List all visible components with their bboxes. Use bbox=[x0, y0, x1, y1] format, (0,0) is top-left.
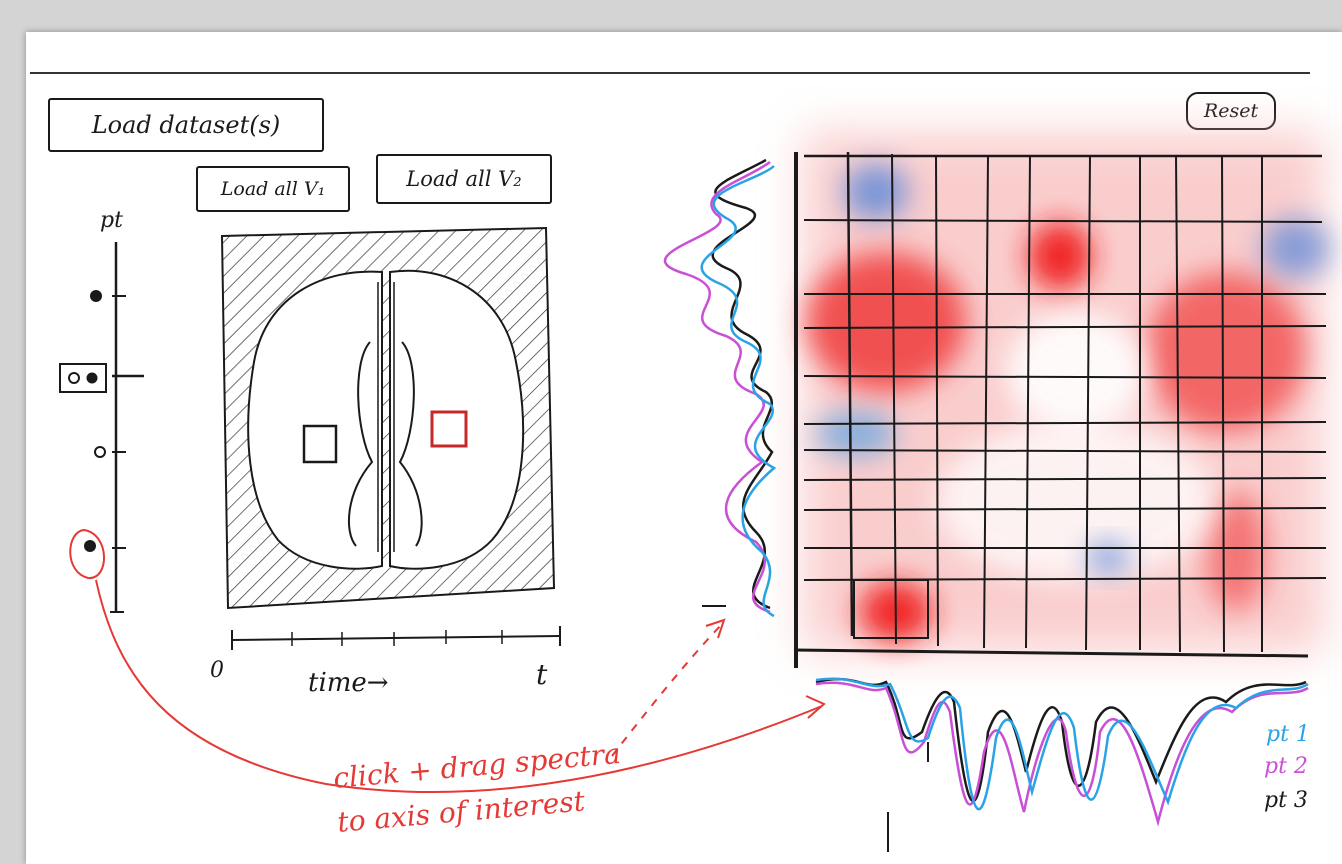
top-divider bbox=[30, 72, 1310, 74]
sketch-drawing bbox=[59, 132, 1330, 852]
load-datasets-button[interactable]: Load dataset(s) bbox=[48, 98, 324, 152]
patient-marker-2-frame[interactable] bbox=[59, 363, 107, 393]
patient-marker-3[interactable] bbox=[94, 446, 106, 458]
load-all-v1-button[interactable]: Load all V₁ bbox=[196, 166, 350, 212]
annotation-line-2: to axis of interest bbox=[336, 784, 587, 839]
time-axis-start-label: 0 bbox=[210, 658, 224, 683]
patient-axis bbox=[110, 242, 144, 613]
patient-markers bbox=[59, 290, 107, 580]
reset-button[interactable]: Reset bbox=[1186, 92, 1276, 130]
patient-axis-label: pt bbox=[100, 208, 123, 233]
horizontal-spectra[interactable] bbox=[815, 677, 1309, 852]
legend-pt2: pt 2 bbox=[1264, 754, 1308, 779]
roi-box-right-selected[interactable] bbox=[430, 410, 468, 448]
patient-marker-1[interactable] bbox=[90, 290, 102, 302]
selected-patient-circle bbox=[69, 528, 105, 580]
time-axis bbox=[231, 626, 561, 650]
legend-pt3: pt 3 bbox=[1264, 788, 1308, 813]
sketch-sheet: Load dataset(s) Load all V₁ Load all V₂ … bbox=[26, 32, 1342, 864]
time-axis-end-label: t bbox=[536, 658, 548, 691]
brain-scan bbox=[220, 226, 556, 610]
roi-box-left[interactable] bbox=[302, 424, 338, 464]
correlation-heatmap[interactable] bbox=[804, 132, 1330, 652]
legend-pt1: pt 1 bbox=[1266, 722, 1310, 747]
heatmap-grid bbox=[793, 151, 1327, 668]
load-all-v2-button[interactable]: Load all V₂ bbox=[376, 154, 552, 204]
vertical-spectra[interactable] bbox=[664, 158, 777, 618]
time-axis-label: time→ bbox=[308, 668, 389, 698]
patient-marker-4[interactable] bbox=[84, 540, 96, 552]
